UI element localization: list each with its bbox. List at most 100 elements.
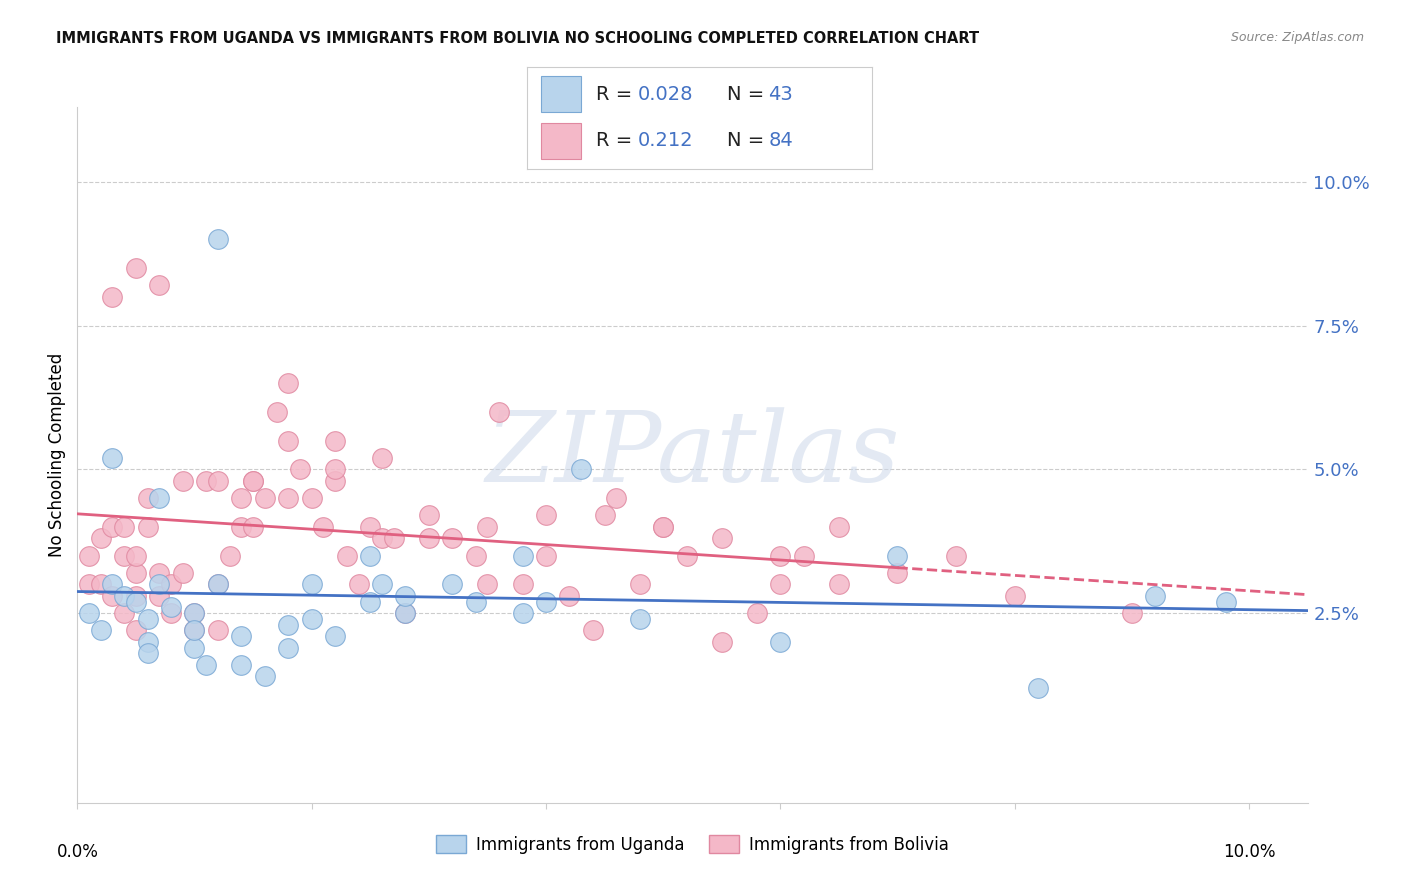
Point xyxy=(886,566,908,580)
Text: ZIPatlas: ZIPatlas xyxy=(485,408,900,502)
Text: N =: N = xyxy=(727,131,770,150)
Point xyxy=(359,520,381,534)
Point xyxy=(288,462,311,476)
Point xyxy=(231,629,253,643)
Point xyxy=(464,594,486,608)
Point xyxy=(652,520,675,534)
Point xyxy=(323,434,346,448)
Point xyxy=(512,577,534,591)
Point xyxy=(793,549,815,563)
Point xyxy=(160,577,183,591)
Point xyxy=(101,290,124,304)
Point xyxy=(1026,681,1049,695)
Point xyxy=(675,549,697,563)
Point xyxy=(125,549,148,563)
Point xyxy=(242,474,264,488)
Point xyxy=(101,577,124,591)
Text: IMMIGRANTS FROM UGANDA VS IMMIGRANTS FROM BOLIVIA NO SCHOOLING COMPLETED CORRELA: IMMIGRANTS FROM UGANDA VS IMMIGRANTS FRO… xyxy=(56,31,980,46)
Point xyxy=(125,589,148,603)
Point xyxy=(512,606,534,620)
Point xyxy=(1144,589,1167,603)
Point xyxy=(394,606,416,620)
Point xyxy=(323,474,346,488)
Point xyxy=(136,646,159,660)
Point xyxy=(371,450,394,465)
Point xyxy=(569,462,592,476)
Point xyxy=(195,474,218,488)
Point xyxy=(183,624,205,638)
Point xyxy=(828,520,851,534)
Point xyxy=(1215,594,1237,608)
Point xyxy=(394,606,416,620)
Point xyxy=(558,589,581,603)
Point xyxy=(148,589,170,603)
Point xyxy=(605,491,627,505)
Point xyxy=(242,520,264,534)
Point xyxy=(148,278,170,293)
Point xyxy=(301,577,323,591)
Point xyxy=(277,376,299,390)
Point xyxy=(101,520,124,534)
Point xyxy=(512,549,534,563)
Point xyxy=(277,434,299,448)
Text: 0.028: 0.028 xyxy=(637,85,693,103)
Text: 0.0%: 0.0% xyxy=(56,843,98,861)
Point xyxy=(101,450,124,465)
Point xyxy=(394,589,416,603)
Point xyxy=(488,405,510,419)
Point xyxy=(477,577,499,591)
Point xyxy=(945,549,967,563)
Point xyxy=(160,606,183,620)
Point xyxy=(710,531,733,545)
Y-axis label: No Schooling Completed: No Schooling Completed xyxy=(48,353,66,557)
Point xyxy=(628,612,651,626)
Point xyxy=(534,594,557,608)
Bar xyxy=(541,123,581,159)
Point xyxy=(371,577,394,591)
Text: 10.0%: 10.0% xyxy=(1223,843,1275,861)
Point xyxy=(418,531,440,545)
Point xyxy=(125,594,148,608)
Point xyxy=(112,520,135,534)
Point xyxy=(218,549,240,563)
Point xyxy=(183,606,205,620)
Point xyxy=(441,531,464,545)
Point xyxy=(745,606,768,620)
Point xyxy=(582,624,605,638)
Point xyxy=(90,624,112,638)
Point xyxy=(652,520,675,534)
Point xyxy=(136,635,159,649)
Point xyxy=(253,491,276,505)
Point xyxy=(301,612,323,626)
Point xyxy=(207,624,229,638)
Point xyxy=(101,589,124,603)
Point xyxy=(148,566,170,580)
Point xyxy=(148,491,170,505)
Point xyxy=(277,491,299,505)
Bar xyxy=(541,76,581,112)
Text: Source: ZipAtlas.com: Source: ZipAtlas.com xyxy=(1230,31,1364,45)
Text: 0.212: 0.212 xyxy=(637,131,693,150)
Point xyxy=(136,491,159,505)
Point xyxy=(77,549,100,563)
Point xyxy=(112,589,135,603)
Point xyxy=(312,520,335,534)
Text: 84: 84 xyxy=(768,131,793,150)
Point xyxy=(359,549,381,563)
Point xyxy=(441,577,464,591)
Point xyxy=(323,629,346,643)
Point xyxy=(382,531,405,545)
Point xyxy=(359,594,381,608)
Point xyxy=(231,520,253,534)
Point xyxy=(207,577,229,591)
Point xyxy=(277,640,299,655)
Point xyxy=(266,405,288,419)
Point xyxy=(323,462,346,476)
Point xyxy=(628,577,651,591)
Point xyxy=(336,549,359,563)
Point xyxy=(125,566,148,580)
Point xyxy=(277,617,299,632)
Point xyxy=(593,508,616,523)
Point xyxy=(77,606,100,620)
Text: N =: N = xyxy=(727,85,770,103)
